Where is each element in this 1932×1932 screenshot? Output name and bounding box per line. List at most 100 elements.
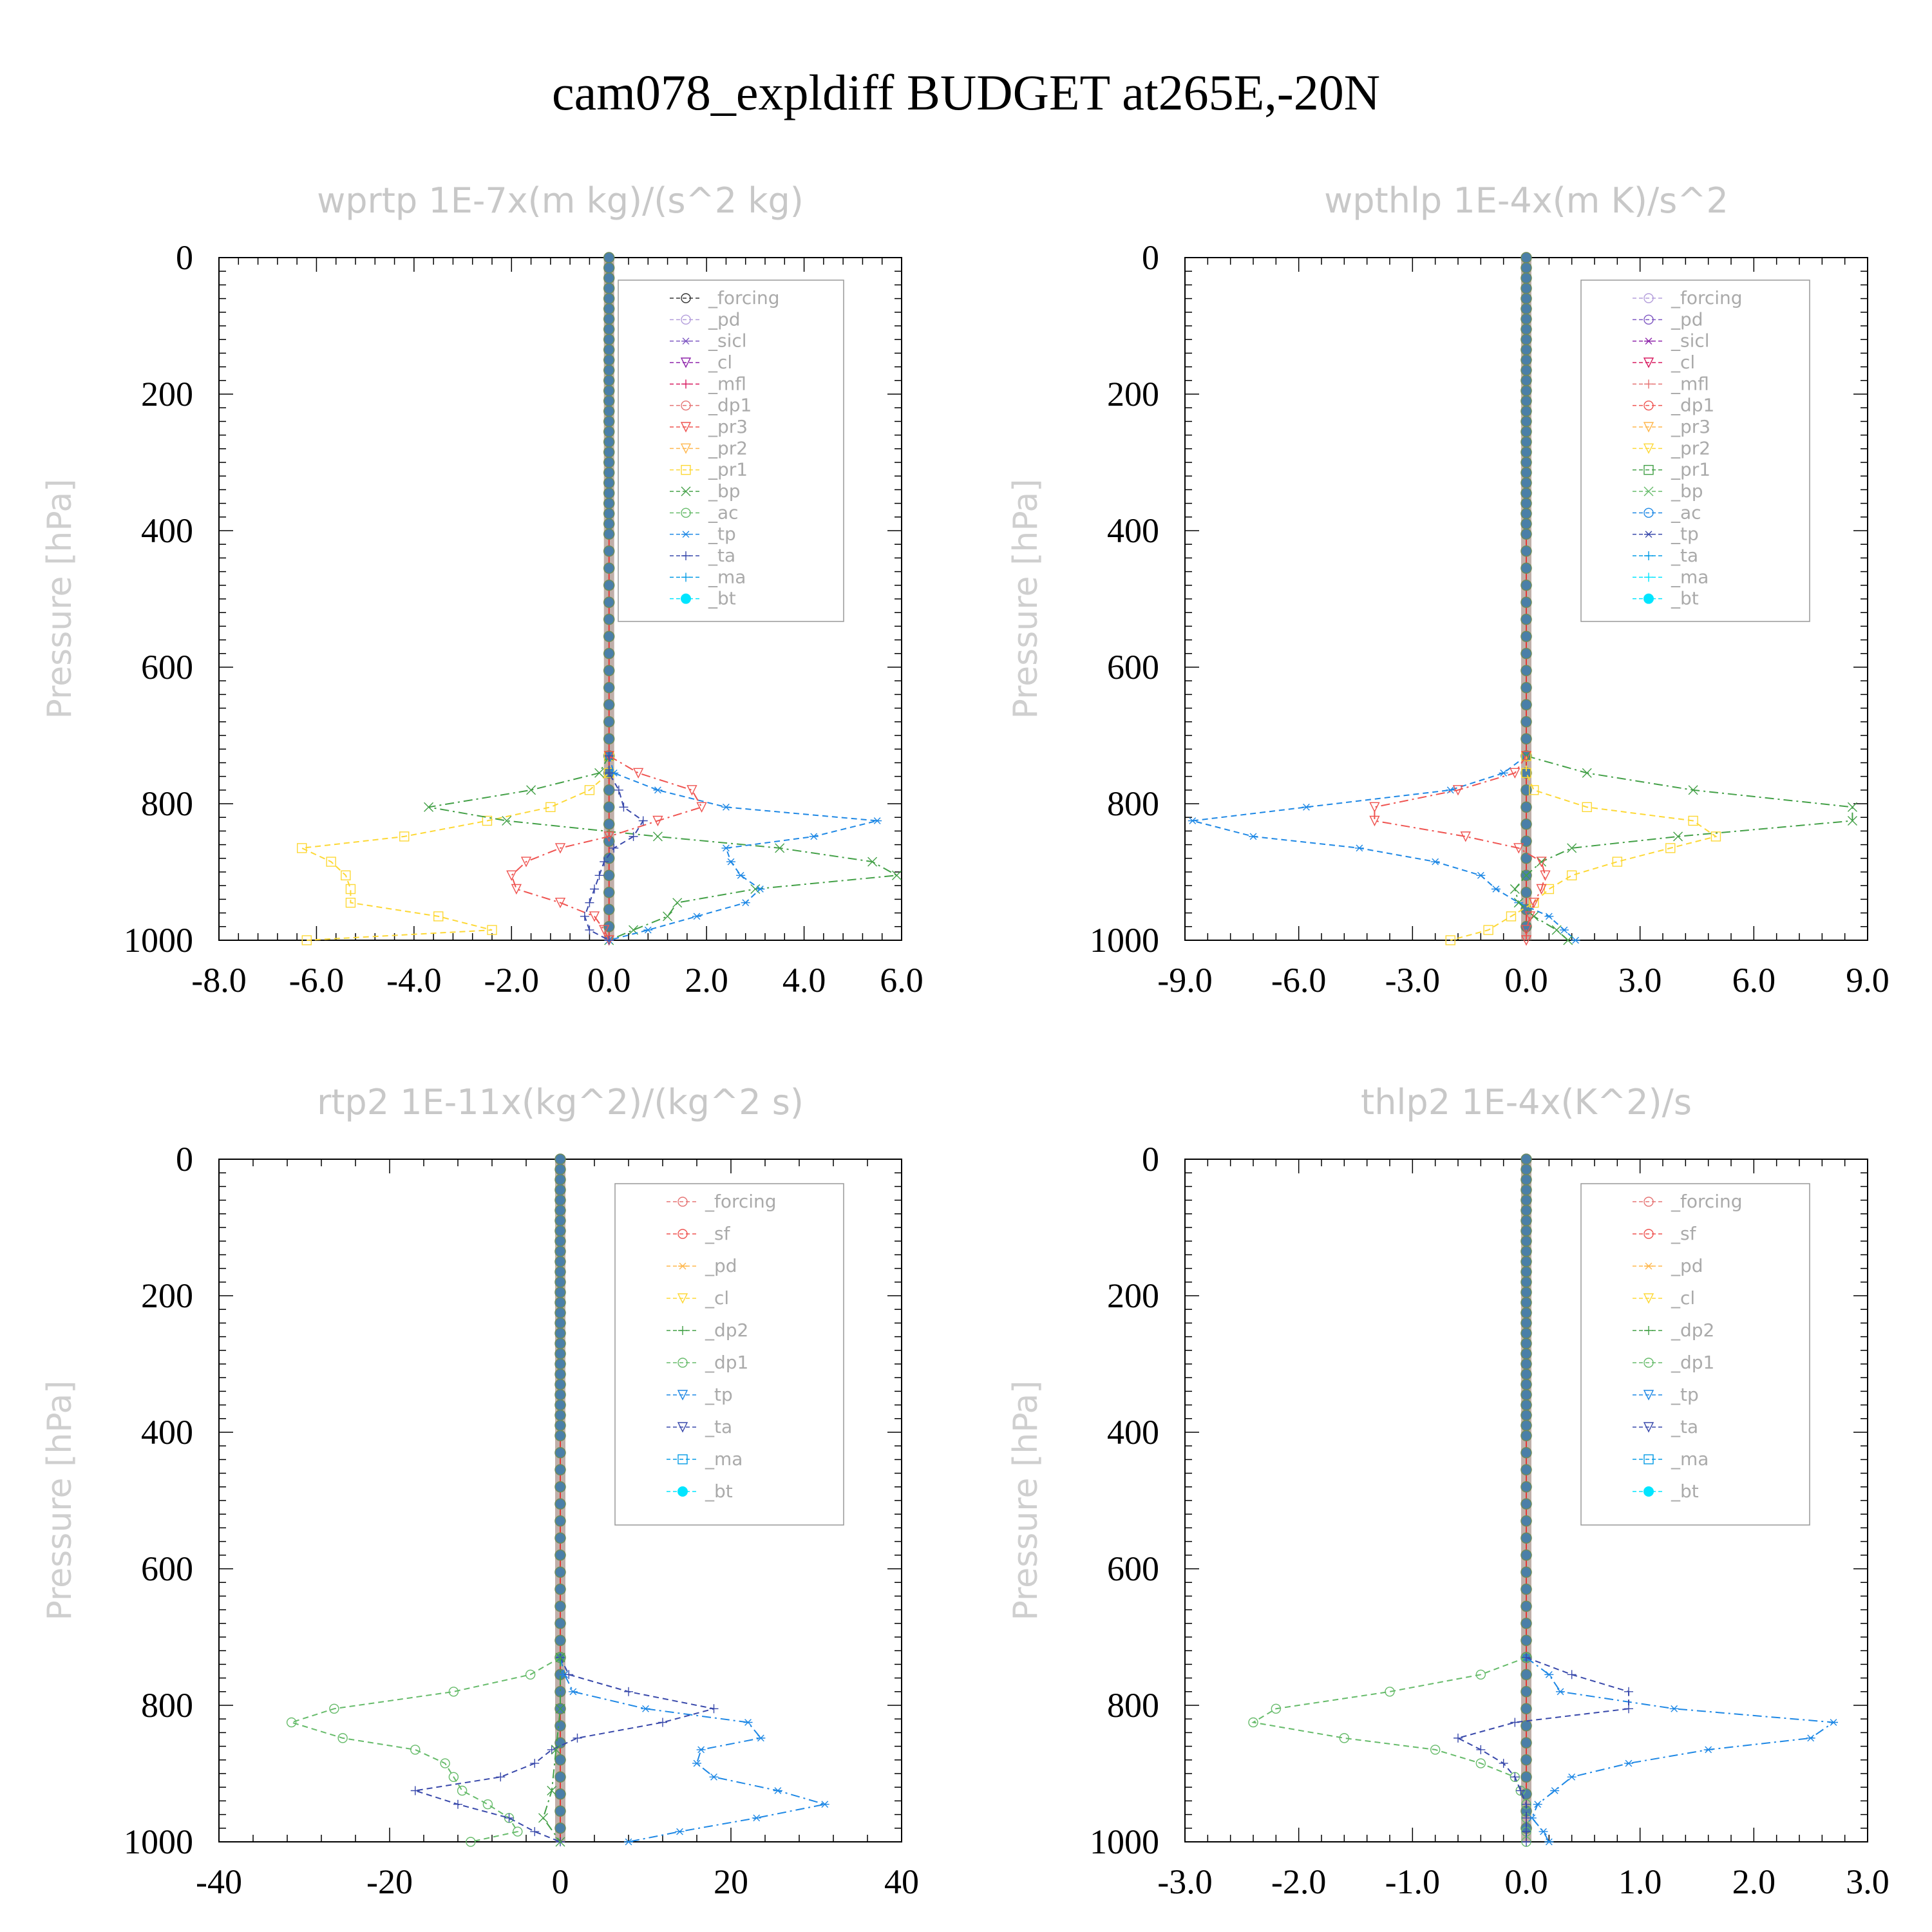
zero-series-point <box>554 1194 566 1206</box>
zero-series-point <box>554 1153 566 1165</box>
data-point <box>756 1734 766 1742</box>
data-point <box>1665 843 1676 853</box>
x-tick-label: -9.0 <box>1157 961 1212 999</box>
x-tick-label: 6.0 <box>1732 961 1776 999</box>
zero-series-point <box>1520 1327 1532 1340</box>
zero-series-point <box>603 405 615 417</box>
data-point <box>530 1759 540 1768</box>
y-tick-label: 1000 <box>1090 1823 1159 1861</box>
legend-box <box>618 279 844 622</box>
data-point <box>1475 1758 1486 1768</box>
data-point <box>1430 1745 1441 1755</box>
x-tick-label: 2.0 <box>685 961 728 999</box>
data-point <box>525 1669 536 1680</box>
zero-series-point <box>1520 272 1532 284</box>
zero-series-point <box>603 303 615 315</box>
zero-series-point <box>1520 457 1532 468</box>
y-axis-label: Pressure [hPa] <box>41 1381 79 1621</box>
data-point <box>496 1772 506 1782</box>
legend-marker <box>1643 1422 1654 1433</box>
zero-series-point <box>554 1327 566 1340</box>
data-point <box>399 831 410 842</box>
data-point <box>1571 936 1580 944</box>
data-point <box>506 870 517 881</box>
legend-marker <box>681 486 691 497</box>
zero-series-point <box>603 344 615 355</box>
zero-series-point <box>554 1419 566 1432</box>
data-point <box>1529 785 1539 795</box>
data-point <box>820 1801 829 1808</box>
y-tick-label: 1000 <box>124 921 193 960</box>
data-point <box>1544 884 1555 895</box>
data-point <box>1452 785 1464 796</box>
data-point <box>502 816 512 826</box>
zero-series-point <box>603 457 615 468</box>
zero-series-point <box>554 1184 566 1196</box>
zero-series-point <box>603 282 615 294</box>
data-point <box>1582 802 1592 813</box>
x-tick-label: -20 <box>366 1862 413 1901</box>
zero-series-point <box>1520 426 1532 438</box>
zero-series-point <box>603 323 615 336</box>
data-point <box>545 802 556 813</box>
y-tick-label: 400 <box>141 1413 193 1452</box>
data-point <box>1806 1734 1815 1742</box>
data-point <box>726 858 735 866</box>
data-point <box>1522 1827 1531 1837</box>
legend-entry: _bt <box>705 1481 733 1502</box>
zero-series-point <box>1520 436 1532 448</box>
y-tick-label: 200 <box>1107 375 1159 413</box>
data-point <box>1446 786 1455 794</box>
data-point <box>1476 871 1486 879</box>
data-point <box>773 1787 782 1794</box>
series-line <box>415 1657 714 1842</box>
data-point <box>658 1718 667 1727</box>
zero-series-point <box>603 477 615 489</box>
zero-series-point <box>1520 1737 1532 1749</box>
legend-entry: _ta <box>1671 1416 1698 1437</box>
zero-series-point <box>1520 323 1532 336</box>
legend-entry: _pd <box>1671 1255 1703 1276</box>
legend-marker <box>1643 1358 1654 1368</box>
x-tick-label: -40 <box>196 1862 242 1901</box>
legend-entry: _dp2 <box>705 1320 748 1341</box>
legend: _forcing_pd_sicl_cl_mfl_dp1_pr3_pr2_pr1_… <box>1580 279 1810 622</box>
series-line <box>560 1657 826 1842</box>
zero-series-point <box>554 1256 566 1267</box>
legend-entry: _bp <box>708 480 741 502</box>
zero-series-point <box>554 1447 566 1459</box>
zero-series-point <box>1520 562 1532 574</box>
zero-series-point <box>554 1823 566 1834</box>
legend-marker <box>681 379 690 389</box>
legend-marker <box>1643 1486 1654 1497</box>
data-point <box>1354 844 1364 852</box>
data-point <box>1669 1705 1679 1712</box>
data-point <box>301 935 312 945</box>
series-dp1 <box>286 1653 565 1847</box>
series-pr3 <box>1369 751 1551 946</box>
y-axis-label: Pressure [hPa] <box>41 479 79 719</box>
legend-entry: _mfl <box>1671 373 1709 394</box>
zero-series-point <box>603 415 615 428</box>
zero-series-point <box>1520 1566 1532 1578</box>
zero-series-point <box>1520 365 1532 376</box>
series-line <box>1251 1656 1527 1842</box>
legend-entry: _ac <box>1671 502 1701 523</box>
zero-series-point <box>1520 1174 1532 1186</box>
zero-series-point <box>1520 1358 1532 1370</box>
data-point <box>337 1733 348 1743</box>
zero-series-point <box>1520 1669 1532 1681</box>
zero-series-point <box>1520 1703 1532 1715</box>
data-point <box>629 831 638 841</box>
data-point <box>1539 1828 1548 1835</box>
data-point <box>752 1814 761 1822</box>
zero-series-point <box>1520 1317 1532 1329</box>
zero-series-point <box>1520 716 1532 728</box>
legend-marker <box>681 400 691 411</box>
legend-entry: _ta <box>705 1416 732 1437</box>
zero-series-point <box>603 699 615 711</box>
legend-entry: _cl <box>1671 352 1695 373</box>
data-point <box>1513 843 1524 854</box>
legend-entry: _cl <box>705 1287 729 1309</box>
zero-series-point <box>603 665 615 677</box>
